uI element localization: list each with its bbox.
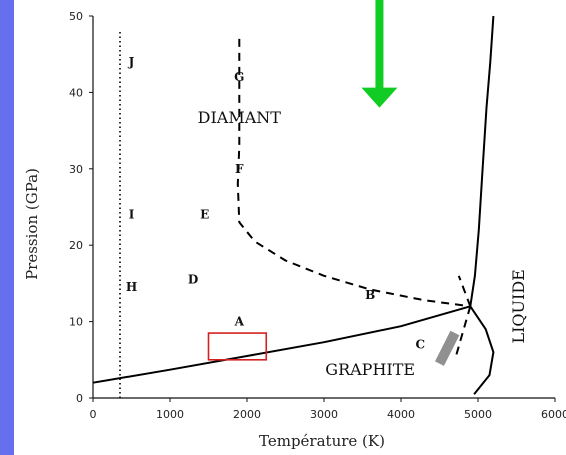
phase-boundary-line-4 — [236, 38, 471, 308]
phase-boundary-line-1 — [92, 305, 471, 384]
gray-band-marker — [435, 330, 460, 366]
y-tick-label: 10 — [69, 316, 83, 329]
point-label-e: E — [200, 208, 209, 222]
point-label-j: J — [128, 55, 135, 69]
point-label-a: A — [234, 315, 245, 329]
highlight-rectangle — [207, 332, 268, 361]
x-tick-label: 6000 — [541, 408, 566, 421]
point-label-b: B — [365, 288, 375, 302]
point-label-c: C — [415, 338, 425, 352]
y-axis-label: Pression (GPa) — [23, 168, 41, 280]
point-label-f: F — [235, 162, 244, 176]
point-label-h: H — [126, 280, 137, 294]
x-axis-label: Température (K) — [259, 432, 385, 450]
x-tick-label: 2000 — [233, 408, 261, 421]
green-arrow-head — [361, 87, 398, 108]
x-tick-label: 1000 — [156, 408, 184, 421]
phase-boundary-line-3 — [469, 305, 495, 395]
phase-boundary-line-2 — [469, 15, 495, 307]
region-label-diamant: DIAMANT — [198, 108, 282, 127]
green-arrow-shaft — [375, 0, 384, 90]
phase-boundary-line-6 — [453, 306, 472, 361]
y-tick-label: 0 — [76, 392, 83, 405]
x-tick-label: 3000 — [310, 408, 338, 421]
x-tick-label: 4000 — [387, 408, 415, 421]
y-tick-label: 40 — [69, 86, 83, 99]
point-label-i: I — [129, 208, 135, 222]
region-label-liquide: LIQUIDE — [509, 269, 528, 343]
x-tick-label: 0 — [90, 408, 97, 421]
point-label-g: G — [234, 70, 244, 84]
x-tick-label: 5000 — [464, 408, 492, 421]
phase-boundary-line-5 — [457, 275, 472, 307]
point-label-d: D — [188, 273, 198, 287]
region-label-graphite: GRAPHITE — [325, 360, 415, 379]
y-tick-label: 20 — [69, 239, 83, 252]
y-tick-label: 30 — [69, 163, 83, 176]
plot-panel — [14, 0, 566, 455]
y-tick-label: 50 — [69, 10, 83, 23]
